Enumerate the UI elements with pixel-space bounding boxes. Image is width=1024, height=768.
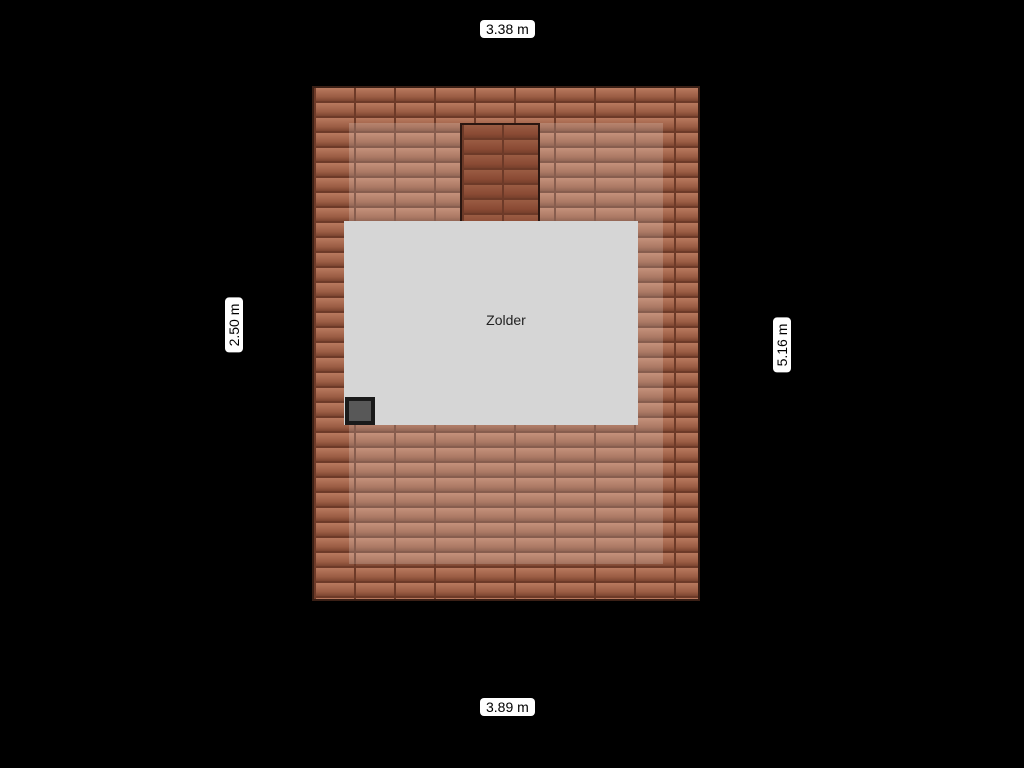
room-label: Zolder bbox=[486, 312, 526, 328]
skylight-patch bbox=[460, 123, 540, 223]
dimension-right: 5.16 m bbox=[773, 318, 791, 373]
dimension-top: 3.38 m bbox=[480, 20, 535, 38]
hatch-box bbox=[345, 397, 375, 425]
dimension-bottom: 3.89 m bbox=[480, 698, 535, 716]
floorplan-canvas: Zolder 3.38 m 3.89 m 2.50 m 5.16 m bbox=[0, 0, 1024, 768]
dimension-left: 2.50 m bbox=[225, 298, 243, 353]
